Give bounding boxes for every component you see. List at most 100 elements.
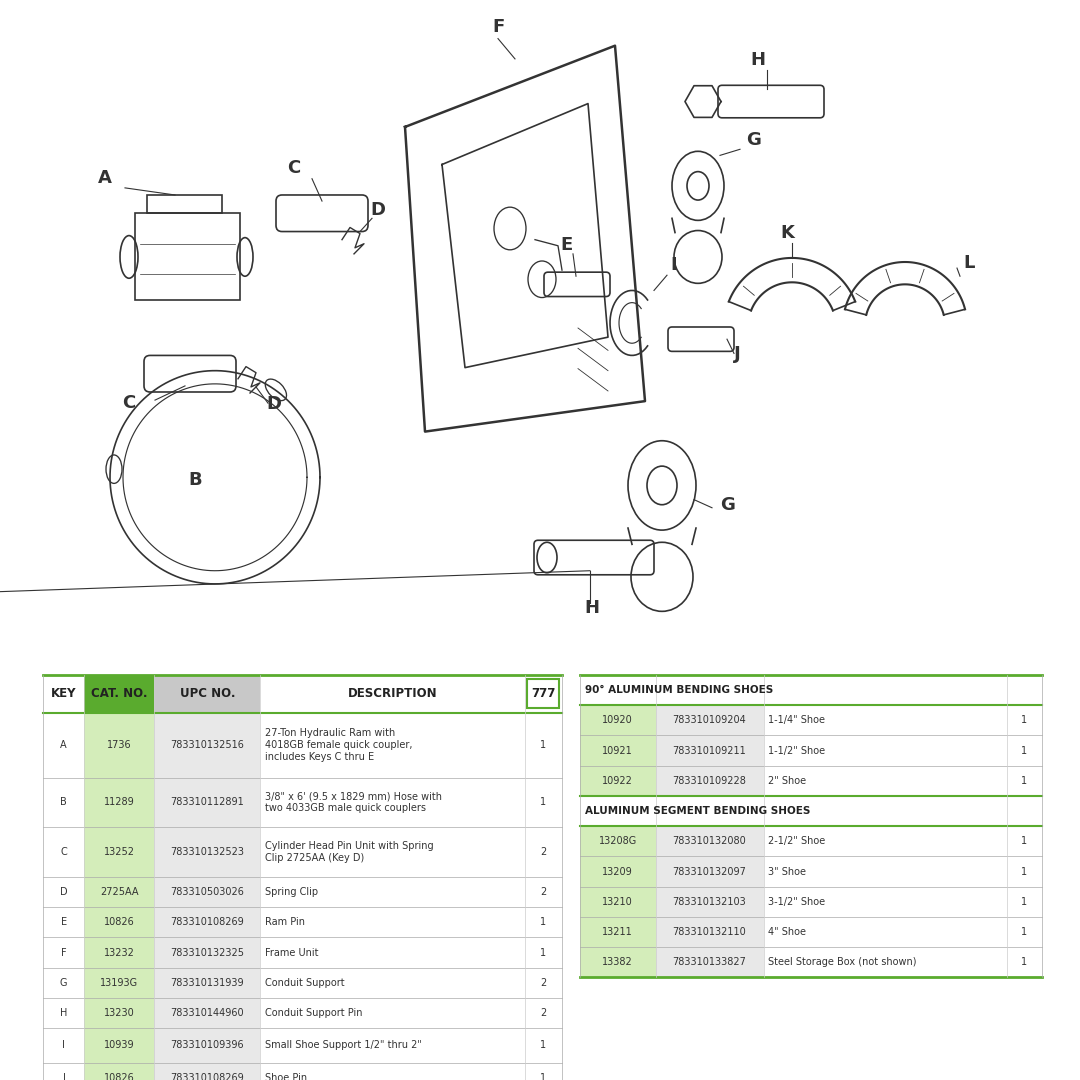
FancyBboxPatch shape xyxy=(154,937,260,968)
FancyBboxPatch shape xyxy=(84,675,154,713)
FancyBboxPatch shape xyxy=(84,827,154,877)
Text: KEY: KEY xyxy=(51,687,77,701)
Text: 13211: 13211 xyxy=(603,927,633,937)
Text: C: C xyxy=(122,394,135,413)
FancyBboxPatch shape xyxy=(656,826,764,856)
Text: A: A xyxy=(98,168,112,187)
Text: 13230: 13230 xyxy=(104,1008,135,1018)
FancyBboxPatch shape xyxy=(84,1028,154,1063)
FancyBboxPatch shape xyxy=(154,998,260,1028)
FancyBboxPatch shape xyxy=(84,937,154,968)
Text: 13209: 13209 xyxy=(603,866,633,877)
Text: 10922: 10922 xyxy=(603,775,633,786)
FancyBboxPatch shape xyxy=(580,735,656,766)
Text: 783310132097: 783310132097 xyxy=(673,866,746,877)
Text: D: D xyxy=(59,887,68,897)
Text: 11289: 11289 xyxy=(104,797,135,808)
FancyBboxPatch shape xyxy=(580,947,656,977)
Text: H: H xyxy=(750,51,765,69)
Text: 2: 2 xyxy=(540,1008,546,1018)
FancyBboxPatch shape xyxy=(154,713,260,778)
Text: F: F xyxy=(60,947,67,958)
FancyBboxPatch shape xyxy=(84,1063,154,1080)
Text: 783310132110: 783310132110 xyxy=(673,927,746,937)
Text: 1: 1 xyxy=(540,1072,546,1080)
Text: 10921: 10921 xyxy=(603,745,633,756)
Text: 1-1/2" Shoe: 1-1/2" Shoe xyxy=(768,745,825,756)
Text: 90° ALUMINUM BENDING SHOES: 90° ALUMINUM BENDING SHOES xyxy=(585,685,773,696)
FancyBboxPatch shape xyxy=(580,856,656,887)
Text: J: J xyxy=(734,346,741,364)
Text: 10826: 10826 xyxy=(104,1072,135,1080)
FancyBboxPatch shape xyxy=(84,877,154,907)
FancyBboxPatch shape xyxy=(580,705,656,735)
Text: 4" Shoe: 4" Shoe xyxy=(768,927,806,937)
FancyBboxPatch shape xyxy=(84,998,154,1028)
FancyBboxPatch shape xyxy=(580,826,656,856)
Text: 783310132516: 783310132516 xyxy=(171,740,244,751)
Text: 10920: 10920 xyxy=(603,715,633,726)
FancyBboxPatch shape xyxy=(580,917,656,947)
Text: 1: 1 xyxy=(1022,957,1027,968)
Text: Small Shoe Support 1/2" thru 2": Small Shoe Support 1/2" thru 2" xyxy=(265,1040,421,1051)
Text: Ram Pin: Ram Pin xyxy=(265,917,305,928)
FancyBboxPatch shape xyxy=(656,735,764,766)
Text: 783310132325: 783310132325 xyxy=(171,947,244,958)
FancyBboxPatch shape xyxy=(656,856,764,887)
Text: 783310132080: 783310132080 xyxy=(673,836,746,847)
FancyBboxPatch shape xyxy=(580,766,656,796)
Text: 3-1/2" Shoe: 3-1/2" Shoe xyxy=(768,896,825,907)
FancyBboxPatch shape xyxy=(656,917,764,947)
Text: 1: 1 xyxy=(540,740,546,751)
Text: 783310133827: 783310133827 xyxy=(673,957,746,968)
Text: 2" Shoe: 2" Shoe xyxy=(768,775,806,786)
Text: 13193G: 13193G xyxy=(100,977,138,988)
Text: 1: 1 xyxy=(1022,836,1027,847)
Text: Cylinder Head Pin Unit with Spring
Clip 2725AA (Key D): Cylinder Head Pin Unit with Spring Clip … xyxy=(265,841,433,863)
FancyBboxPatch shape xyxy=(84,968,154,998)
Text: 1: 1 xyxy=(540,917,546,928)
Text: 783310144960: 783310144960 xyxy=(171,1008,244,1018)
Text: 13382: 13382 xyxy=(603,957,633,968)
Text: G: G xyxy=(746,131,761,149)
Text: F: F xyxy=(492,18,504,37)
Text: 1: 1 xyxy=(1022,866,1027,877)
Text: 783310132103: 783310132103 xyxy=(673,896,746,907)
Text: H: H xyxy=(60,1008,67,1018)
Text: 13210: 13210 xyxy=(603,896,633,907)
Text: G: G xyxy=(60,977,67,988)
Text: Frame Unit: Frame Unit xyxy=(265,947,319,958)
FancyBboxPatch shape xyxy=(84,778,154,827)
Text: C: C xyxy=(60,847,67,858)
FancyBboxPatch shape xyxy=(656,887,764,917)
FancyBboxPatch shape xyxy=(154,778,260,827)
Text: ALUMINUM SEGMENT BENDING SHOES: ALUMINUM SEGMENT BENDING SHOES xyxy=(585,806,811,816)
Text: 2-1/2" Shoe: 2-1/2" Shoe xyxy=(768,836,825,847)
Text: 2725AA: 2725AA xyxy=(100,887,138,897)
Text: 10826: 10826 xyxy=(104,917,135,928)
Text: Steel Storage Box (not shown): Steel Storage Box (not shown) xyxy=(768,957,916,968)
Text: 13208G: 13208G xyxy=(598,836,637,847)
Text: Spring Clip: Spring Clip xyxy=(265,887,318,897)
Text: A: A xyxy=(60,740,67,751)
Text: 10939: 10939 xyxy=(104,1040,135,1051)
Text: K: K xyxy=(780,224,794,242)
Text: 783310109204: 783310109204 xyxy=(673,715,746,726)
Text: 783310131939: 783310131939 xyxy=(171,977,244,988)
Text: B: B xyxy=(188,471,202,489)
Text: 783310109228: 783310109228 xyxy=(673,775,746,786)
Text: E: E xyxy=(561,235,572,254)
Text: B: B xyxy=(60,797,67,808)
Text: 783310108269: 783310108269 xyxy=(171,1072,244,1080)
Text: 783310109396: 783310109396 xyxy=(171,1040,244,1051)
Text: I: I xyxy=(670,256,677,274)
Text: 783310503026: 783310503026 xyxy=(171,887,244,897)
FancyBboxPatch shape xyxy=(154,968,260,998)
FancyBboxPatch shape xyxy=(154,827,260,877)
FancyBboxPatch shape xyxy=(84,713,154,778)
FancyBboxPatch shape xyxy=(154,1063,260,1080)
Text: 1: 1 xyxy=(540,797,546,808)
Text: 1: 1 xyxy=(540,947,546,958)
FancyBboxPatch shape xyxy=(154,1028,260,1063)
Text: 1: 1 xyxy=(1022,927,1027,937)
